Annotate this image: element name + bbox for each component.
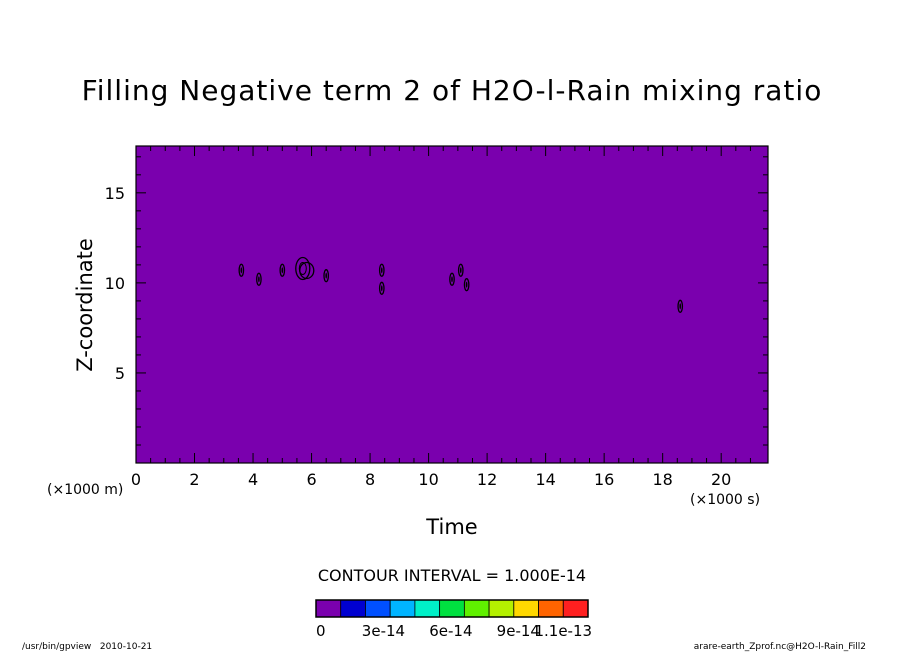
contour-interval-label: CONTOUR INTERVAL = 1.000E-14 bbox=[317, 566, 587, 585]
contour-feature bbox=[463, 278, 470, 292]
x-tick-label: 10 bbox=[418, 470, 438, 489]
footer-program-path: /usr/bin/gpview bbox=[22, 642, 92, 652]
colorbar-swatch bbox=[414, 599, 441, 618]
y-tick-label: 5 bbox=[115, 364, 125, 383]
contour-feature bbox=[380, 285, 383, 292]
contour-feature bbox=[279, 263, 286, 277]
colorbar-tick-label: 0 bbox=[316, 622, 326, 640]
x-tick-label: 14 bbox=[535, 470, 555, 489]
contour-feature bbox=[323, 269, 330, 283]
contour-feature bbox=[378, 263, 385, 277]
colorbar-swatch bbox=[315, 599, 342, 618]
colorbar-swatch bbox=[488, 599, 515, 618]
x-tick-label: 12 bbox=[477, 470, 497, 489]
chart-title: Filling Negative term 2 of H2O-l-Rain mi… bbox=[81, 74, 823, 107]
colorbar-swatch bbox=[538, 599, 564, 618]
x-tick-label: 6 bbox=[306, 470, 316, 489]
colorbar-tick-label: 9e-14 bbox=[497, 622, 540, 640]
contour-feature bbox=[238, 263, 245, 277]
contour-feature bbox=[298, 261, 307, 275]
colorbar-tick-label: 3e-14 bbox=[362, 622, 405, 640]
footer-date: 2010-10-21 bbox=[99, 642, 153, 652]
plot-frame bbox=[135, 145, 769, 464]
colorbar-swatch bbox=[389, 599, 416, 618]
colorbar-swatch bbox=[365, 599, 391, 618]
contour-feature bbox=[457, 263, 464, 277]
contour-feature bbox=[256, 272, 262, 286]
contour-feature bbox=[677, 299, 684, 313]
colorbar-swatch bbox=[562, 599, 589, 618]
x-axis-label: Time bbox=[426, 515, 478, 539]
x-tick-label: 0 bbox=[131, 470, 141, 489]
colorbar-swatch bbox=[340, 599, 366, 618]
colorbar-swatch bbox=[463, 599, 490, 618]
colorbar-tick-label: 1.1e-13 bbox=[534, 622, 592, 640]
contour-feature bbox=[281, 267, 284, 274]
y-tick-label: 10 bbox=[105, 274, 125, 293]
colorbar-swatch bbox=[513, 599, 539, 618]
contour-feature bbox=[465, 281, 468, 288]
x-tick-label: 18 bbox=[652, 470, 672, 489]
colorbar-swatch bbox=[439, 599, 465, 618]
footer-program: /usr/bin/gpview 2010-10-21 bbox=[22, 642, 152, 652]
contour-feature bbox=[459, 267, 462, 274]
contour-feature bbox=[378, 281, 385, 295]
colorbar-frame bbox=[315, 599, 589, 618]
contour-feature bbox=[295, 256, 311, 281]
y-axis-label: Z-coordinate bbox=[73, 238, 97, 372]
contour-feature bbox=[449, 272, 455, 286]
x-tick-label: 4 bbox=[248, 470, 258, 489]
contour-feature bbox=[380, 267, 383, 274]
x-axis-unit: (×1000 s) bbox=[690, 492, 761, 508]
contour-feature bbox=[451, 276, 453, 283]
contour-feature bbox=[240, 267, 243, 274]
y-axis-unit: (×1000 m) bbox=[47, 482, 124, 498]
contour-feature bbox=[679, 303, 682, 310]
contour-feature bbox=[325, 272, 327, 279]
x-tick-label: 8 bbox=[365, 470, 375, 489]
contour-feature bbox=[258, 276, 260, 283]
x-tick-label: 20 bbox=[711, 470, 731, 489]
plot-area-fill bbox=[136, 146, 768, 463]
x-tick-label: 2 bbox=[189, 470, 199, 489]
colorbar-tick-label: 6e-14 bbox=[429, 622, 472, 640]
y-tick-label: 15 bbox=[105, 184, 125, 203]
x-tick-label: 16 bbox=[594, 470, 614, 489]
footer-source: arare-earth_Zprof.nc@H2O-l-Rain_Fill2 bbox=[693, 642, 866, 652]
